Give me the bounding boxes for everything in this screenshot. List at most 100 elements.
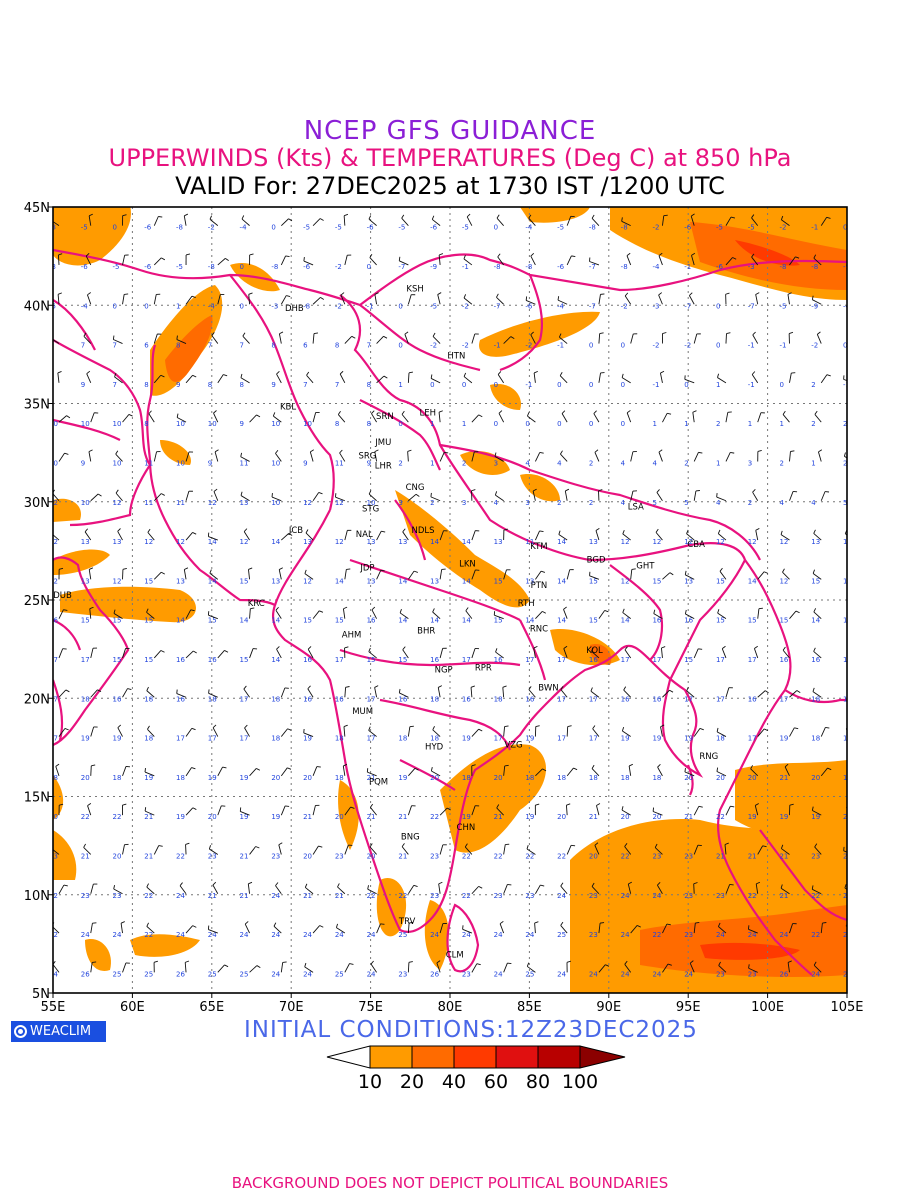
barb-staff <box>55 766 60 776</box>
temp-value: 18 <box>621 774 630 782</box>
temp-value: 24 <box>652 892 661 900</box>
lon-label: 80E <box>438 1000 463 1015</box>
barb-flag <box>305 529 309 534</box>
barb-flag <box>58 253 63 256</box>
temp-value: 24 <box>557 892 566 900</box>
barb-staff <box>281 218 289 226</box>
barb-flag <box>624 960 628 965</box>
temp-value: 1 <box>462 420 466 428</box>
temp-value: 19 <box>398 774 407 782</box>
temp-value: 15 <box>144 617 153 625</box>
barb-flag <box>222 766 227 769</box>
barb-staff <box>213 412 219 423</box>
station-lhr: LHR <box>375 461 392 471</box>
barb-staff <box>471 728 479 737</box>
station-ptn: PTN <box>531 581 548 591</box>
temp-value: 19 <box>240 774 249 782</box>
temp-value: -4 <box>557 302 565 310</box>
barb-flag <box>657 763 661 768</box>
barb-staff <box>654 847 663 855</box>
temp-value: 23 <box>716 892 725 900</box>
barb-staff <box>464 846 473 855</box>
temp-value: 9 <box>176 381 180 389</box>
barb-flag <box>319 610 324 613</box>
barb-flag <box>782 646 786 651</box>
barb-flag <box>532 488 537 492</box>
barb-staff <box>532 490 536 501</box>
barb-staff <box>275 609 282 619</box>
barb-flag <box>243 528 248 532</box>
barb-staff <box>90 493 99 502</box>
barb-staff <box>814 846 822 855</box>
temp-value: 23 <box>494 892 503 900</box>
temp-value: 19 <box>271 813 280 821</box>
barb-staff <box>217 374 224 384</box>
barb-staff <box>244 727 250 737</box>
barb-flag <box>497 253 501 258</box>
barb-flag <box>560 921 564 926</box>
temp-value: 21 <box>240 852 249 860</box>
barb-flag <box>304 883 308 888</box>
temp-value: -4 <box>81 302 89 310</box>
barb-staff <box>369 846 377 855</box>
barb-staff <box>686 533 695 541</box>
temp-value: 14 <box>557 577 566 585</box>
temp-value: 17 <box>240 735 249 743</box>
barb-flag <box>398 688 401 694</box>
himalaya-border <box>439 443 761 561</box>
barb-staff <box>113 339 123 344</box>
barb-flag <box>818 449 823 453</box>
barb-staff <box>117 727 123 737</box>
temp-value: 25 <box>113 970 122 978</box>
temp-value: 24 <box>271 892 280 900</box>
barb-flag <box>86 370 91 375</box>
barb-staff <box>273 925 282 934</box>
temp-value: 6 <box>144 342 149 350</box>
barb-flag <box>811 806 814 811</box>
temp-value: 18 <box>430 735 439 743</box>
temp-value: -3 <box>49 263 56 271</box>
temp-value: 21 <box>335 892 344 900</box>
barb-staff <box>693 806 700 816</box>
barb-staff <box>844 455 847 459</box>
temp-value: 8 <box>367 420 371 428</box>
barb-staff <box>249 768 257 777</box>
temp-value: 23 <box>81 892 90 900</box>
barb-flag <box>464 843 468 848</box>
temp-value: 17 <box>367 735 376 743</box>
barb-flag <box>757 450 762 452</box>
barb-staff <box>850 609 853 618</box>
barb-flag <box>380 923 385 925</box>
temp-value: -6 <box>303 263 311 271</box>
barb-staff <box>312 610 320 619</box>
temp-value: -5 <box>176 263 183 271</box>
barb-staff <box>816 334 822 344</box>
barb-flag <box>430 492 432 497</box>
barb-flag <box>755 528 760 531</box>
temp-value: 12 <box>49 577 58 585</box>
barb-staff <box>179 885 187 895</box>
barb-staff <box>248 569 251 580</box>
barb-flag <box>496 293 499 298</box>
barb-staff <box>374 294 378 305</box>
temp-value: 23 <box>748 970 757 978</box>
barb-flag <box>286 295 291 297</box>
temp-value: 2 <box>779 459 783 467</box>
barb-staff <box>312 492 320 502</box>
barb-flag <box>748 964 750 969</box>
barb-flag <box>120 921 125 924</box>
temp-value: 22 <box>462 852 471 860</box>
barb-staff <box>789 690 798 698</box>
temp-value: 0 <box>621 342 625 350</box>
barb-staff <box>122 766 127 777</box>
station-trv: TRV <box>398 917 416 927</box>
barb-staff <box>407 451 409 462</box>
barb-staff <box>624 649 632 659</box>
barb-staff <box>58 648 64 659</box>
temp-value: 15 <box>144 577 153 585</box>
state-lines-3 <box>379 698 512 751</box>
barb-flag <box>304 569 307 574</box>
barb-flag <box>279 567 283 570</box>
barb-staff <box>437 687 441 698</box>
barb-flag <box>780 530 783 535</box>
